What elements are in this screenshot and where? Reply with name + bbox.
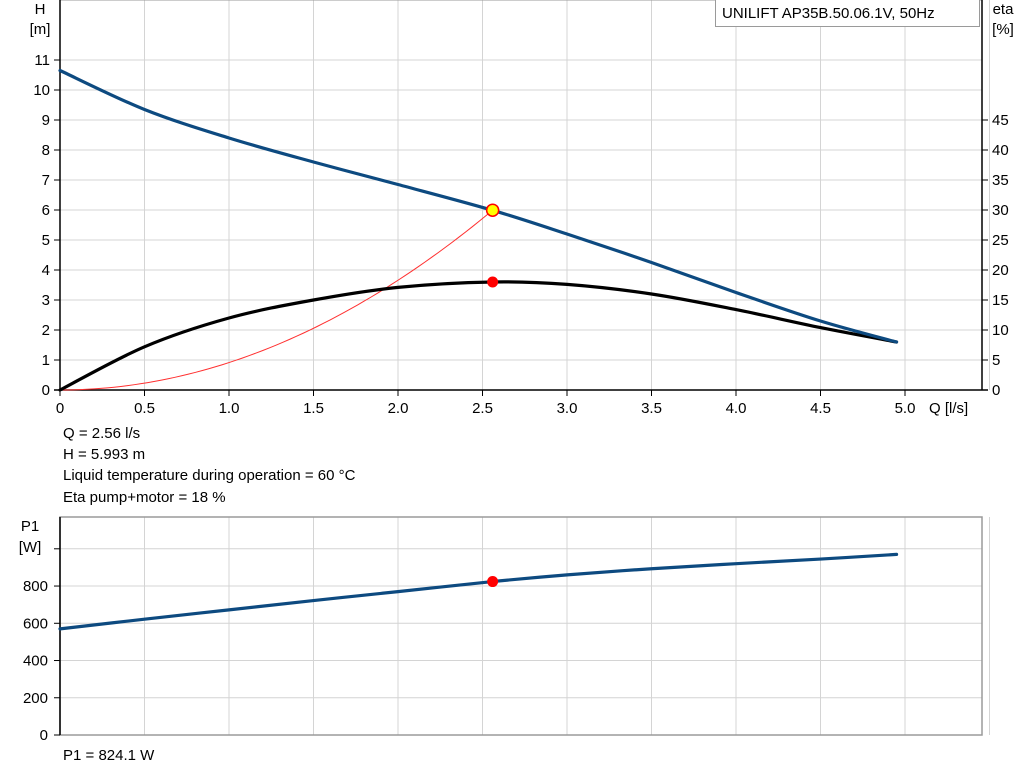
h-tick-label: 4 <box>42 262 50 279</box>
duty-point-marker <box>485 203 500 217</box>
p1-operating-point <box>487 576 499 588</box>
bottom-chart-axes: 0 200 400 600 800 <box>23 516 983 744</box>
q-tick-label: 0.5 <box>134 400 155 417</box>
eta-tick-label: 35 <box>992 172 1009 189</box>
h-tick-label: 6 <box>42 202 50 219</box>
top-chart-grid <box>60 0 990 390</box>
h-tick-label: 11 <box>34 52 50 69</box>
pump-h-curve <box>58 68 899 344</box>
q-tick-label: 4.5 <box>810 400 831 417</box>
readout-q: Q = 2.56 l/s <box>63 425 141 442</box>
q-tick-label: 1.0 <box>219 400 240 417</box>
eta-tick-label: 15 <box>992 292 1009 309</box>
p1-tick-label: 0 <box>40 727 48 744</box>
p1-axis-label: P1 <box>21 518 39 535</box>
h-tick-label: 3 <box>42 292 50 309</box>
eta-operating-point <box>487 276 499 288</box>
eta-axis-unit: [%] <box>992 21 1014 38</box>
bottom-chart-grid <box>60 517 990 735</box>
eta-tick-label: 40 <box>992 142 1009 159</box>
readout-h: H = 5.993 m <box>63 446 146 463</box>
h-axis-label: H <box>35 1 46 18</box>
p1-tick-label: 400 <box>23 653 48 670</box>
q-tick-label: 5.0 <box>895 400 916 417</box>
pump-model-legend: UNILIFT AP35B.50.06.1V, 50Hz <box>715 0 980 27</box>
eta-curve <box>58 280 899 392</box>
q-tick-label: 2.0 <box>388 400 409 417</box>
bottom-border <box>59 516 983 736</box>
p1-tick-label: 800 <box>23 578 48 595</box>
eta-tick-label: 20 <box>992 262 1009 279</box>
h-tick-label: 2 <box>42 322 50 339</box>
eta-tick-label: 30 <box>992 202 1009 219</box>
q-tick-label: 0 <box>56 400 64 417</box>
h-tick-label: 0 <box>42 382 50 399</box>
top-chart-series <box>58 68 899 392</box>
h-tick-label: 8 <box>42 142 50 159</box>
h-axis-unit: [m] <box>30 21 51 38</box>
bottom-chart-series <box>58 552 899 631</box>
p1-axis-unit: [W] <box>19 539 42 556</box>
system-curve <box>59 209 493 391</box>
eta-tick-label: 10 <box>992 322 1009 339</box>
q-axis-label: Q [l/s] <box>929 400 968 417</box>
h-tick-label: 7 <box>42 172 50 189</box>
q-tick-label: 3.0 <box>557 400 578 417</box>
p1-tick-label: 200 <box>23 690 48 707</box>
h-tick-label: 10 <box>33 82 50 99</box>
eta-tick-label: 5 <box>992 352 1000 369</box>
q-tick-label: 4.0 <box>726 400 747 417</box>
q-tick-label: 2.5 <box>472 400 493 417</box>
q-tick-label: 3.5 <box>641 400 662 417</box>
p1-tick-label: 600 <box>23 615 48 632</box>
h-tick-label: 1 <box>42 352 50 369</box>
readout-p1: P1 = 824.1 W <box>63 747 155 764</box>
h-tick-label: 9 <box>42 112 50 129</box>
h-tick-label: 5 <box>42 232 50 249</box>
eta-tick-label: 45 <box>992 112 1009 129</box>
eta-axis-label: eta <box>993 1 1015 18</box>
p1-curve <box>58 552 899 631</box>
q-tick-label: 1.5 <box>303 400 324 417</box>
readout-eta: Eta pump+motor = 18 % <box>63 489 226 506</box>
readout-temperature: Liquid temperature during operation = 60… <box>63 467 356 484</box>
eta-tick-label: 0 <box>992 382 1000 399</box>
eta-tick-label: 25 <box>992 232 1009 249</box>
